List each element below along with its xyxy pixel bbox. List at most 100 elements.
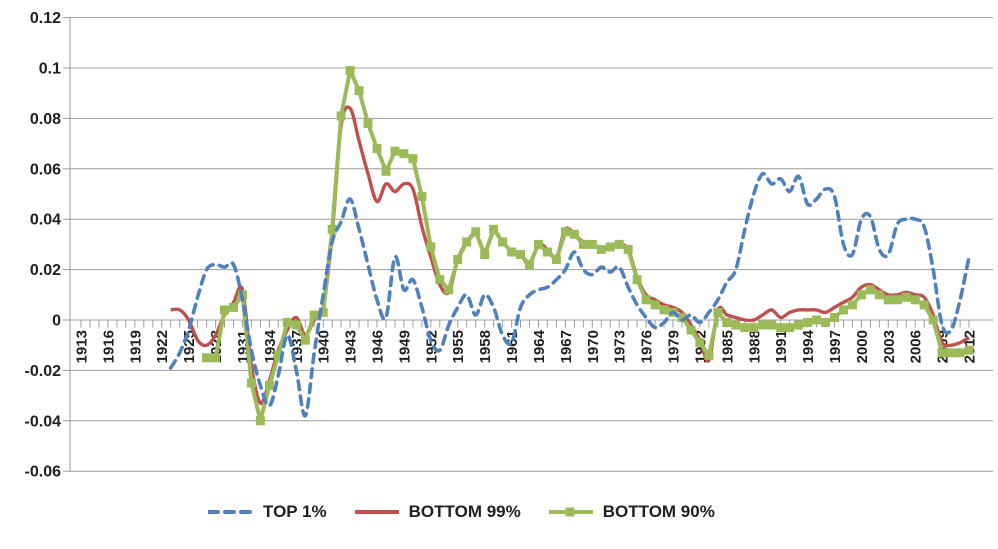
- series-markers-bottom-90: [202, 66, 974, 426]
- square-marker: [767, 320, 777, 330]
- x-axis-label: 1973: [612, 330, 629, 363]
- x-axis-label: 2003: [881, 330, 898, 363]
- x-axis-label: 1970: [585, 330, 602, 363]
- square-marker: [794, 320, 804, 330]
- square-marker: [614, 239, 624, 249]
- x-axis-label: 1964: [531, 329, 548, 363]
- x-axis-label: 1949: [396, 330, 413, 363]
- x-axis-label: 1979: [666, 330, 683, 363]
- square-marker: [354, 86, 364, 96]
- square-marker: [776, 323, 786, 333]
- y-axis-label: 0: [52, 313, 61, 330]
- y-axis-label: 0.02: [30, 262, 61, 279]
- square-marker: [587, 239, 597, 249]
- x-axis-label: 1922: [154, 330, 171, 363]
- square-marker: [856, 290, 866, 300]
- square-marker: [417, 192, 427, 201]
- square-marker: [516, 250, 525, 259]
- square-marker: [910, 295, 920, 305]
- square-marker: [291, 320, 301, 330]
- square-marker: [309, 310, 319, 320]
- square-marker: [264, 381, 274, 390]
- dashed-line-icon: [208, 510, 254, 514]
- square-marker: [381, 166, 391, 176]
- square-marker: [372, 144, 382, 154]
- square-marker: [865, 285, 875, 295]
- x-axis-label: 1994: [800, 329, 817, 363]
- square-marker: [883, 295, 893, 305]
- square-marker: [919, 300, 929, 310]
- square-marker: [273, 350, 283, 360]
- square-marker: [426, 242, 436, 252]
- x-axis-label: 1919: [127, 330, 144, 363]
- square-marker: [444, 285, 454, 295]
- square-marker: [812, 315, 821, 325]
- square-marker: [695, 338, 705, 348]
- square-marker: [255, 416, 265, 426]
- x-axis-label: 1913: [74, 330, 91, 363]
- x-axis-label: 1952: [423, 330, 440, 363]
- square-marker: [462, 237, 472, 247]
- x-axis-label: 1946: [370, 330, 387, 363]
- square-marker: [202, 353, 212, 363]
- square-marker: [740, 323, 750, 333]
- square-marker: [901, 292, 911, 302]
- x-axis-label: 1967: [558, 330, 575, 363]
- y-axis-label: 0.12: [30, 10, 61, 27]
- square-marker: [928, 315, 938, 325]
- square-marker: [946, 348, 956, 358]
- square-marker: [345, 66, 355, 75]
- square-marker: [480, 250, 490, 259]
- y-axis-label: 0.06: [30, 161, 61, 178]
- square-marker: [560, 227, 570, 237]
- chart-legend: TOP 1% BOTTOM 99% BOTTOM 90%: [208, 497, 715, 527]
- y-axis-label: 0.08: [30, 111, 61, 128]
- square-marker: [847, 300, 857, 310]
- square-marker: [525, 260, 534, 270]
- legend-item-bottom-99: BOTTOM 99%: [354, 502, 521, 522]
- x-axis-label: 1961: [504, 330, 521, 363]
- square-marker: [605, 242, 615, 252]
- square-marker: [892, 295, 902, 305]
- square-marker: [677, 313, 687, 322]
- legend-item-bottom-90: BOTTOM 90%: [548, 502, 715, 522]
- square-marker: [507, 247, 517, 257]
- square-marker: [650, 300, 660, 310]
- square-marker: [704, 350, 714, 360]
- square-marker: [785, 323, 795, 333]
- legend-label: TOP 1%: [263, 502, 327, 521]
- x-axis-label: 1997: [827, 330, 844, 363]
- square-marker: [229, 302, 238, 312]
- square-marker: [534, 239, 543, 249]
- legend-label: BOTTOM 90%: [602, 502, 715, 521]
- x-axis-label: 1955: [450, 330, 467, 363]
- square-marker: [471, 227, 481, 237]
- square-marker: [830, 313, 839, 322]
- square-marker: [489, 224, 499, 234]
- square-marker: [686, 325, 696, 335]
- y-axis-label: -0.04: [25, 413, 62, 430]
- square-marker: [408, 154, 418, 164]
- square-marker: [623, 244, 633, 254]
- square-marker: [327, 224, 337, 234]
- line-with-square-marker-icon: [548, 507, 593, 517]
- square-marker: [390, 146, 400, 156]
- square-marker: [803, 318, 813, 327]
- x-axis-label: 1991: [773, 330, 790, 363]
- x-axis-label: 1916: [100, 330, 117, 363]
- square-marker: [731, 320, 741, 330]
- square-marker: [246, 378, 256, 388]
- square-marker: [839, 305, 848, 315]
- square-marker: [821, 318, 830, 327]
- square-marker: [453, 255, 463, 264]
- square-marker: [336, 111, 346, 121]
- square-marker: [569, 229, 579, 239]
- square-marker: [937, 348, 947, 358]
- y-axis-label: -0.02: [25, 363, 62, 380]
- legend-label: BOTTOM 99%: [408, 502, 521, 521]
- y-axis-label: 0.1: [39, 61, 61, 78]
- square-marker: [498, 237, 508, 247]
- square-marker: [749, 323, 759, 333]
